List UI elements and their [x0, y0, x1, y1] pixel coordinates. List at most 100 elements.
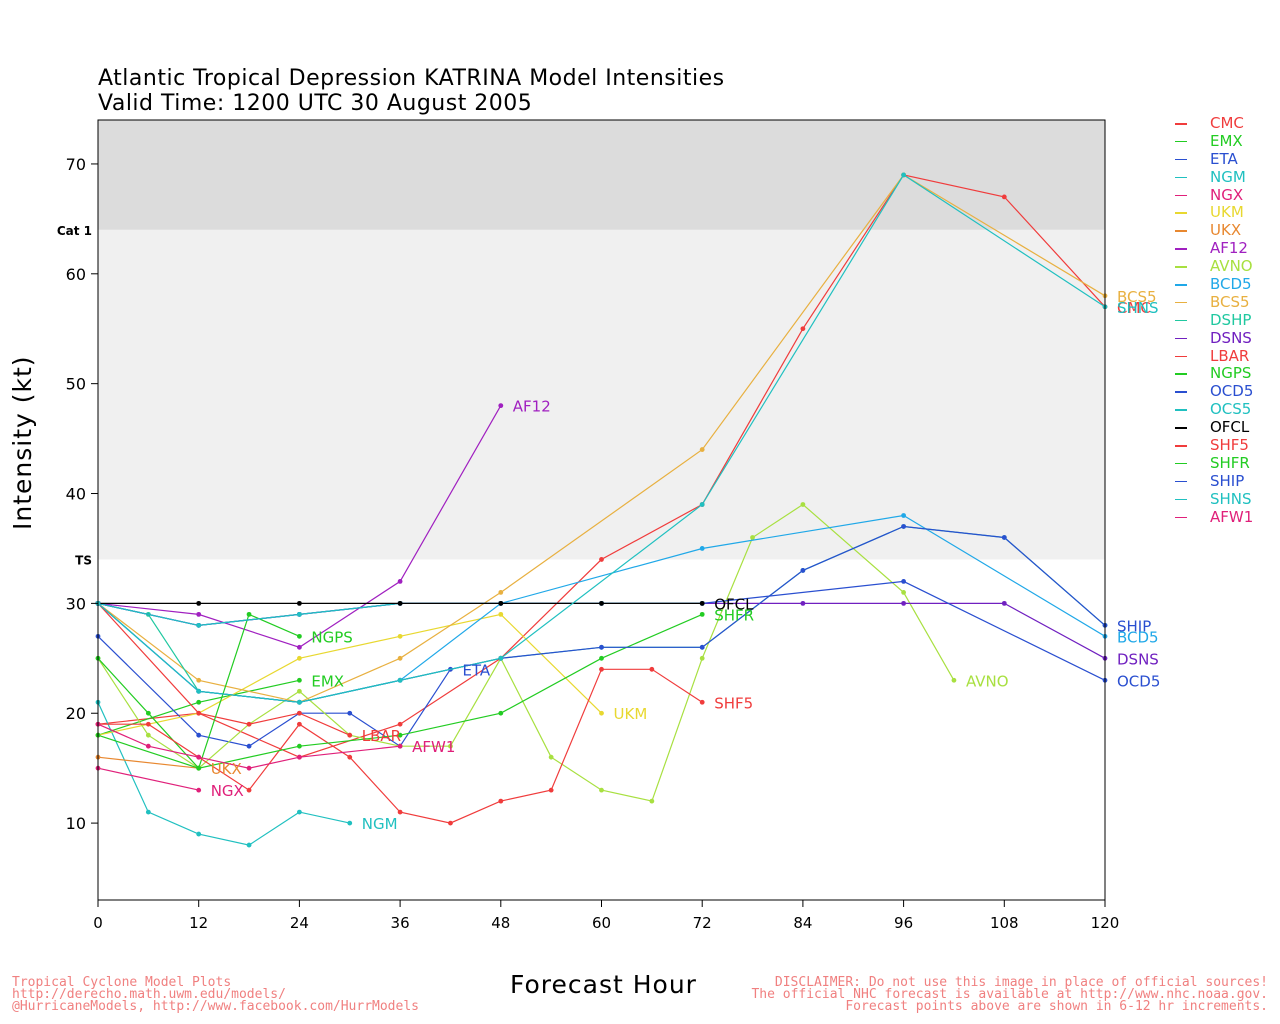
- legend-swatch: [1175, 123, 1187, 125]
- data-point-dsns: [800, 600, 806, 606]
- data-point-avno: [649, 798, 655, 804]
- y-tick-label: 50: [66, 375, 86, 394]
- data-point-emx: [297, 677, 302, 683]
- legend-label: SHNS: [1210, 489, 1252, 508]
- data-point-ofcl: [297, 600, 302, 606]
- data-point-shfr: [196, 765, 202, 771]
- legend-label: OCS5: [1210, 400, 1252, 419]
- data-point-ofcl: [397, 600, 403, 606]
- legend-label: SHFR: [1210, 453, 1250, 472]
- series-end-label-emx: EMX: [311, 672, 344, 690]
- data-point-shf5: [699, 699, 705, 705]
- data-point-avno: [901, 589, 906, 595]
- series-end-label-shfr: SHFR: [714, 606, 754, 624]
- series-line-ukm: [97, 613, 602, 736]
- data-point-shns: [699, 502, 705, 507]
- x-tick-label: 96: [894, 914, 913, 932]
- data-point-ship: [599, 644, 604, 650]
- data-point-shf5: [448, 820, 453, 826]
- series-end-label-lbar: LBAR: [362, 727, 401, 745]
- legend-swatch: [1175, 140, 1187, 143]
- series-line-ngm: [97, 702, 350, 846]
- legend-swatch: [1175, 445, 1187, 447]
- data-point-avno: [750, 535, 755, 540]
- data-point-eta: [196, 732, 202, 738]
- legend-label: NGM: [1210, 167, 1246, 186]
- data-point-emx: [196, 699, 202, 705]
- legend-swatch: [1175, 266, 1187, 268]
- data-point-avno: [599, 787, 604, 793]
- legend-label: UKX: [1210, 221, 1242, 240]
- data-point-ukm: [498, 611, 504, 617]
- series-end-labels: CMC EMX ETA NGM NGX UKM UKX AF12 AVNO BCD5 BCS5 DSN…: [211, 288, 1161, 833]
- intensity-band: [98, 229, 1105, 560]
- series-end-label-af12: AF12: [513, 398, 551, 416]
- legend-label: ETA: [1210, 149, 1238, 168]
- data-point-ngm: [246, 842, 252, 848]
- series-end-label-bcd5: BCD5: [1117, 628, 1159, 646]
- data-point-shfr: [297, 743, 302, 749]
- legend-swatch: [1175, 319, 1187, 322]
- legend-swatch: [1175, 212, 1187, 214]
- legend-swatch: [1175, 516, 1187, 519]
- data-point-ofcl: [699, 600, 705, 606]
- data-point-dsns: [901, 600, 906, 606]
- legend-swatch: [1175, 248, 1187, 250]
- data-point-avno: [951, 677, 957, 683]
- data-point-ship: [800, 568, 806, 573]
- y-tick-label: 70: [66, 155, 86, 174]
- data-point-cmc: [397, 721, 403, 727]
- footer-disclaimer: DISCLAIMER: Do not use this image in pla…: [751, 975, 1268, 1013]
- data-point-cmc: [599, 557, 604, 562]
- data-point-afw1: [397, 743, 403, 749]
- chart-title: Atlantic Tropical Depression KATRINA Mod…: [98, 66, 725, 91]
- y-tick-label: 30: [66, 594, 86, 613]
- series-end-label-ocd5: OCD5: [1117, 672, 1160, 690]
- data-point-ngx: [196, 787, 202, 793]
- series-end-label-ship: SHIP: [1117, 617, 1151, 635]
- data-point-shf5: [397, 809, 403, 815]
- data-point-shfr: [498, 710, 504, 716]
- data-point-ngm: [196, 831, 202, 837]
- threshold-labels: Cat 1 TS: [57, 224, 92, 568]
- legend-label: LBAR: [1210, 346, 1250, 365]
- data-point-bcs5: [498, 589, 504, 595]
- legend-label: EMX: [1210, 131, 1243, 150]
- data-point-ngps: [246, 611, 252, 617]
- data-point-eta: [347, 710, 353, 716]
- chart-subtitle: Valid Time: 1200 UTC 30 August 2005: [98, 91, 533, 116]
- data-point-ngm: [297, 809, 302, 815]
- data-point-cmc: [1001, 194, 1007, 200]
- legend-label: UKM: [1210, 203, 1244, 222]
- y-axis-title: Intensity (kt): [8, 355, 37, 530]
- series-end-label-avno: AVNO: [966, 672, 1009, 690]
- x-tick-label: 108: [990, 914, 1019, 932]
- legend-swatch: [1175, 158, 1187, 161]
- data-point-af12: [397, 579, 403, 584]
- threshold-label: TS: [75, 553, 92, 567]
- legend-swatch: [1175, 480, 1187, 483]
- y-tick-label: 40: [66, 485, 86, 504]
- data-point-afw1: [246, 765, 252, 771]
- data-point-avno: [548, 754, 554, 760]
- data-point-bcd5: [699, 546, 705, 551]
- data-point-ocs5: [297, 611, 302, 617]
- data-point-ship: [901, 524, 906, 529]
- series-line-ukx: [97, 756, 199, 769]
- legend-label: NGPS: [1210, 364, 1252, 383]
- data-point-afw1: [145, 743, 151, 749]
- data-point-ukm: [397, 633, 403, 639]
- data-point-lbar: [297, 710, 302, 716]
- legend-swatch: [1175, 284, 1187, 286]
- data-point-shfr: [397, 732, 403, 738]
- series-line-emx: [97, 679, 300, 736]
- data-point-avno: [448, 743, 453, 749]
- footer-credit-line: @HurricaneModels, http://www.facebook.co…: [12, 999, 419, 1014]
- footer-disclaimer-line: DISCLAIMER: Do not use this image in pla…: [774, 975, 1268, 990]
- legend-swatch: [1175, 176, 1187, 179]
- data-point-shf5: [297, 721, 302, 727]
- series-end-label-afw1: AFW1: [412, 738, 455, 756]
- legend-swatch: [1175, 498, 1187, 501]
- data-point-lbar: [246, 721, 252, 727]
- footer-credit-line: http://derecho.math.uwm.edu/models/: [12, 987, 286, 1002]
